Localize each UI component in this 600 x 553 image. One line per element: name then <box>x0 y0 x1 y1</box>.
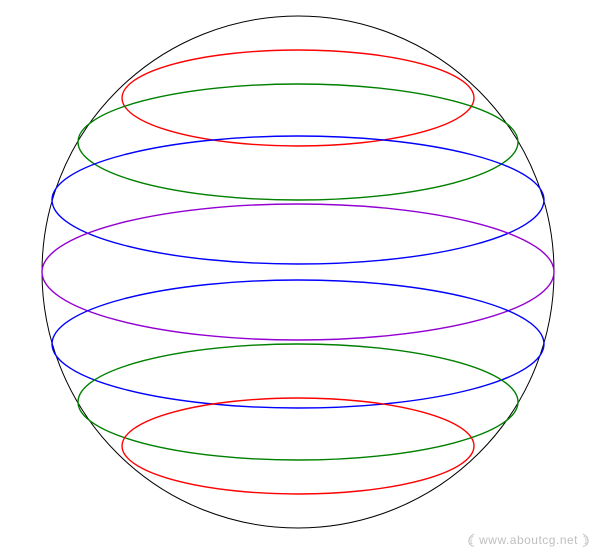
watermark: www.aboutcg.net <box>467 533 590 547</box>
laurel-left-icon <box>467 533 476 547</box>
laurel-right-icon <box>581 533 590 547</box>
diagram-svg <box>0 0 600 553</box>
diagram-background <box>0 0 600 553</box>
watermark-text: www.aboutcg.net <box>479 533 578 547</box>
sphere-diagram <box>0 0 600 553</box>
